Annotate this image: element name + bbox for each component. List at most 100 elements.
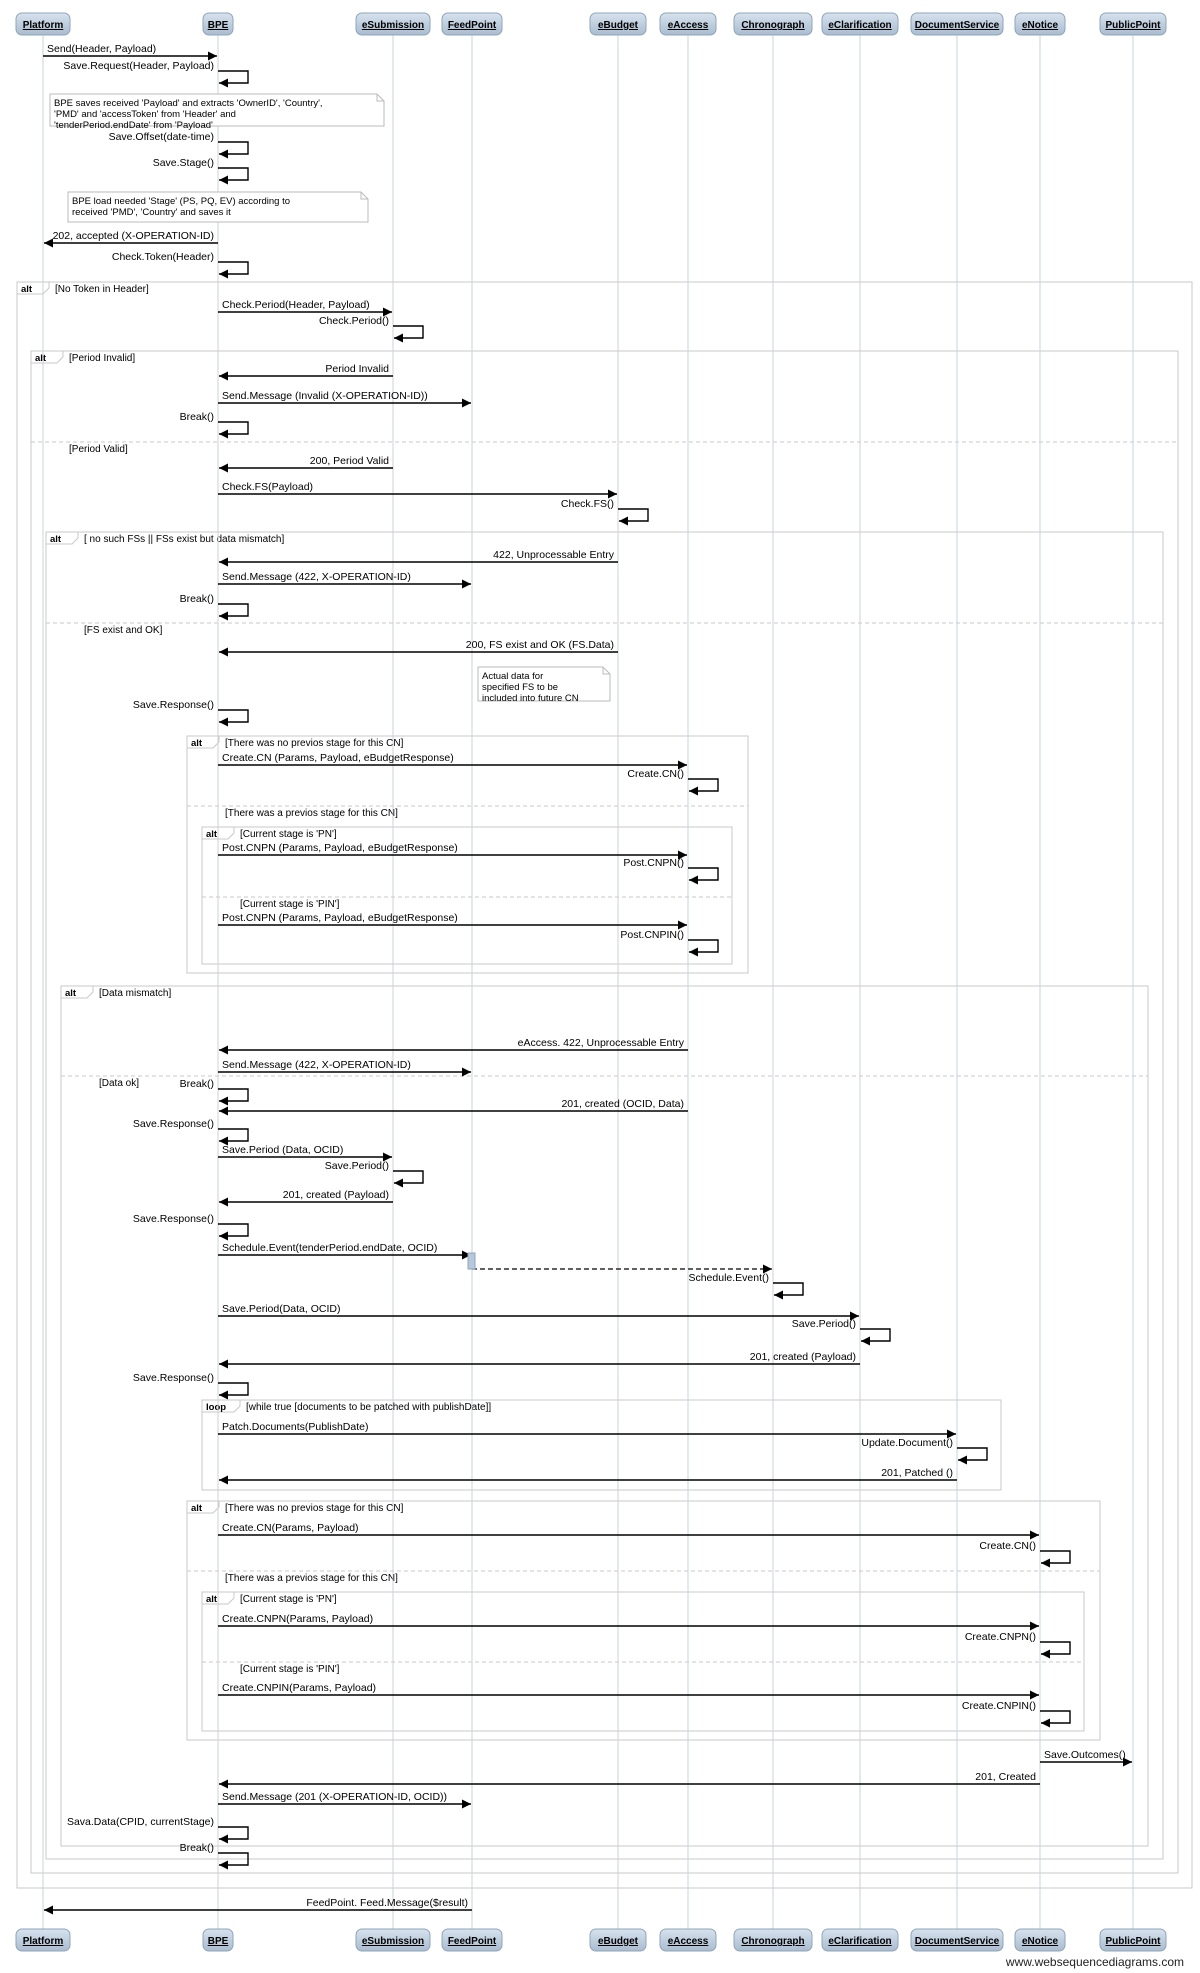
fragment-keyword: alt [21,284,33,295]
message: Break() [180,593,249,621]
message-label: Post.CNPN (Params, Payload, eBudgetRespo… [222,912,458,924]
note: BPE saves received 'Payload' and extract… [49,93,385,131]
message-label: Create.CNPN() [965,1631,1036,1643]
fragment-guard: [ no such FSs || FSs exist but data mism… [84,534,284,545]
participant-platform-bottom: Platform [15,1928,71,1952]
note-text: 'tenderPeriod.endDate' from 'Payload' [54,120,213,131]
self-message-arrow [688,867,719,885]
message: Break() [180,1078,249,1106]
message-label: Save.Request(Header, Payload) [63,60,214,72]
note-text: specified FS to be [482,682,558,693]
participant-label: FeedPoint [448,20,497,31]
participant-label: Chronograph [741,1936,804,1947]
participant-label: PublicPoint [1106,20,1162,31]
message-label: Break() [180,1842,214,1854]
fragment-keyword: loop [206,1402,226,1413]
message: Save.Request(Header, Payload) [63,60,249,88]
participant-label: Platform [23,20,64,31]
participant-box [659,1928,717,1952]
message-label: Create.CN(Params, Payload) [222,1522,359,1534]
fragment-alt: alt [Current stage is 'PN'] [Current stage… [201,1591,1085,1732]
self-message-arrow [618,508,649,526]
message-label: 422, Unprocessable Entry [493,549,615,561]
message: Post.CNPN() [623,857,719,885]
message-label: Create.CN() [979,1540,1036,1552]
participant-platform-top: Platform [15,12,71,36]
participant-label: Chronograph [741,20,804,31]
fragment-tab [45,531,79,545]
self-message-arrow [1040,1641,1071,1659]
fragment-alt: alt [There was no previos stage for this … [186,735,749,974]
message: Save.Period(Data, OCID) [218,1303,859,1321]
self-message-arrow [218,709,249,727]
participant-box [202,12,234,36]
fragment-guard: [FS exist and OK] [84,625,163,636]
message: Save.Period() [792,1318,891,1346]
fragment-frame [60,985,1149,1847]
participant-label: BPE [208,20,229,31]
message-label: Save.Response() [133,1213,214,1225]
message: 200, FS exist and OK (FS.Data) [219,639,618,657]
message: 201, created (OCID, Data) [219,1098,688,1116]
message: Save.Outcomes() [1040,1749,1132,1767]
message: Send.Message (201 (X-OPERATION-ID, OCID)… [218,1791,471,1809]
participant-ebudget-bottom: eBudget [589,1928,647,1952]
participant-publicpoint-top: PublicPoint [1099,12,1167,36]
message: 202, accepted (X-OPERATION-ID) [44,230,218,248]
fragment-guard: [Data mismatch] [99,988,171,999]
message-label: Save.Period() [325,1160,389,1172]
note-box [67,191,369,223]
message: 201, created (Payload) [219,1189,393,1207]
message-label: Save.Response() [133,699,214,711]
fragment-guard: [There was no previos stage for this CN] [225,738,404,749]
participant-label: eClarification [828,1936,891,1947]
message-label: Check.Period(Header, Payload) [222,299,370,311]
participant-eclarification-bottom: eClarification [821,1928,899,1952]
message-label: 201, created (Payload) [750,1351,856,1363]
message: 200, Period Valid [219,455,393,473]
self-message-arrow [393,325,424,343]
participant-box [1014,12,1066,36]
note-text: 'PMD' and 'accessToken' from 'Header' an… [54,109,236,120]
message-label: Post.CNPN (Params, Payload, eBudgetRespo… [222,842,458,854]
participant-label: DocumentService [915,20,1000,31]
message-label: Create.CN (Params, Payload, eBudgetRespo… [222,752,454,764]
self-message-arrow [1040,1550,1071,1568]
fragment-guard: [There was a previos stage for this CN] [225,1573,398,1584]
participant-label: DocumentService [915,1936,1000,1947]
message: Check.FS(Payload) [218,481,617,499]
message: Post.CNPN (Params, Payload, eBudgetRespo… [218,842,687,860]
participant-esubmission-top: eSubmission [355,12,431,36]
self-message-arrow [218,1223,249,1241]
fragment-tab [186,735,220,749]
fragment-frame [16,281,1193,1889]
message-label: Sava.Data(CPID, currentStage) [67,1816,214,1828]
self-message-arrow [218,1088,249,1106]
participant-enotice-bottom: eNotice [1014,1928,1066,1952]
participant-label: BPE [208,1936,229,1947]
message-label: FeedPoint. Feed.Message($result) [306,1897,468,1909]
note-fold [360,192,368,200]
self-message-arrow [860,1328,891,1346]
message-label: 201, created (OCID, Data) [561,1098,684,1110]
fragment-keyword: alt [206,1594,218,1605]
message: Save.Response() [133,1213,249,1241]
fragment-alt: alt [Current stage is 'PN'] [Current stage… [201,826,733,965]
fragment-frame [30,350,1179,1874]
note-text: BPE saves received 'Payload' and extract… [54,98,323,109]
participant-eaccess-bottom: eAccess [659,1928,717,1952]
message: Create.CNPIN() [962,1700,1071,1728]
fragment-guard: [No Token in Header] [55,284,149,295]
note-text: Actual data for [482,671,543,682]
message-label: Create.CNPIN(Params, Payload) [222,1682,376,1694]
message [467,1252,772,1274]
note-text: included into future CN [482,693,579,704]
self-message-arrow [218,1382,249,1400]
fragment-guard: [Data ok] [99,1078,139,1089]
message: Create.CN(Params, Payload) [218,1522,1039,1540]
participant-box [1099,1928,1167,1952]
participant-box [589,12,647,36]
participant-label: eClarification [828,20,891,31]
message-label: 200, Period Valid [310,455,389,467]
note-text: BPE load needed 'Stage' (PS, PQ, EV) acc… [72,196,290,207]
